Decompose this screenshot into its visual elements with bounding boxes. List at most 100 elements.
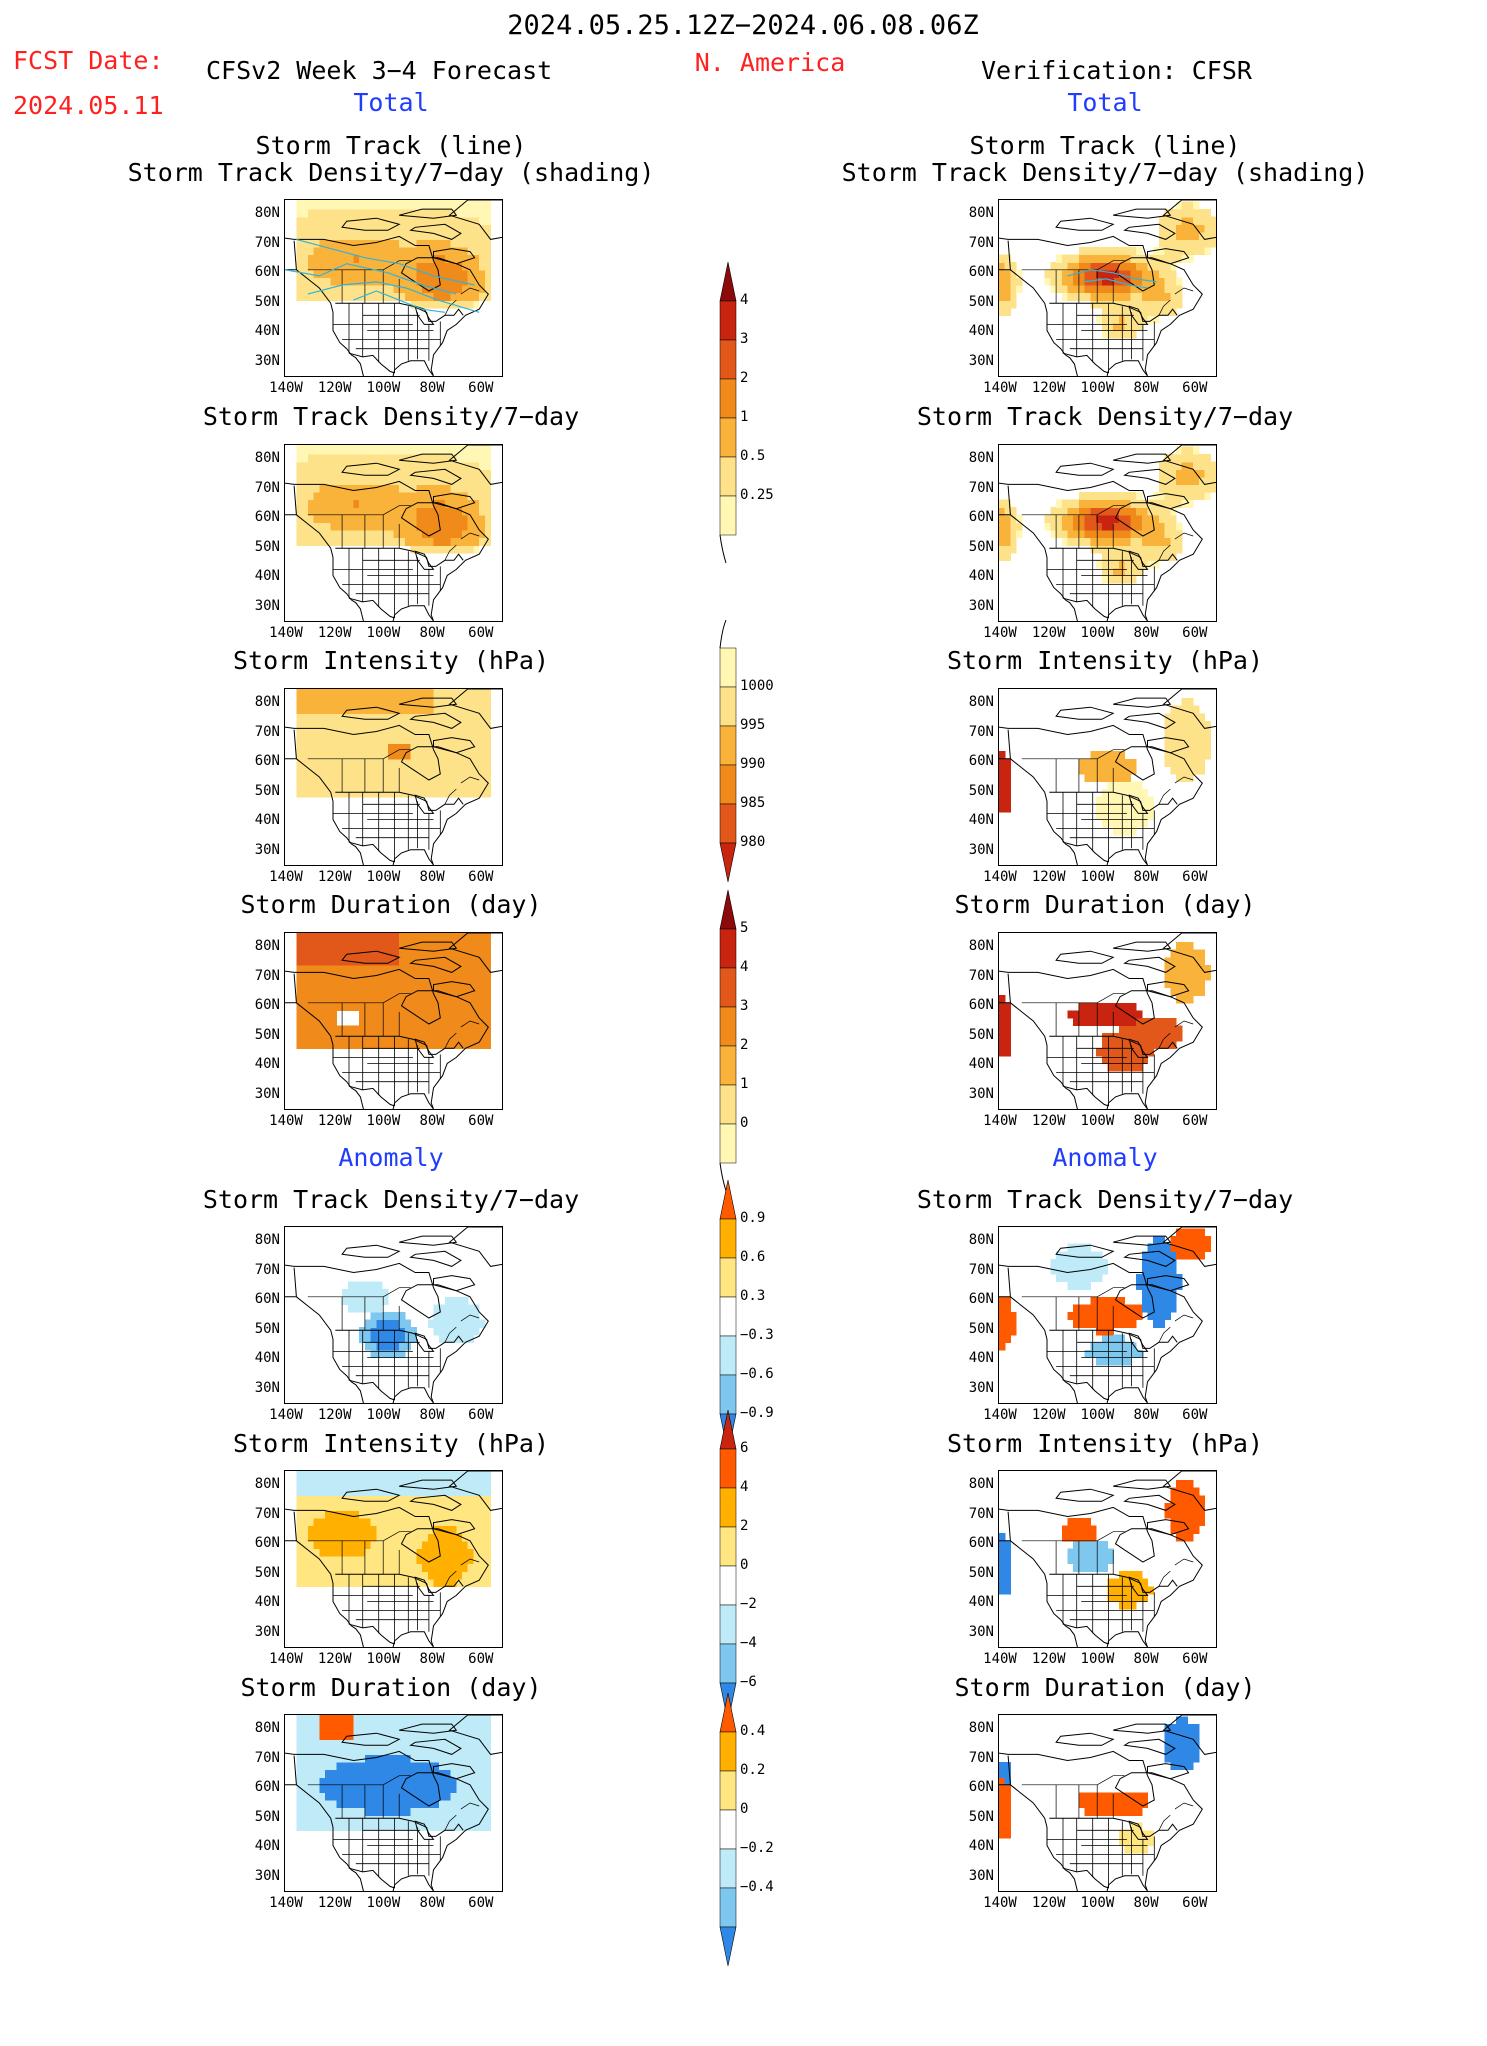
lat-tick-label: 70N <box>960 235 994 251</box>
lat-tick-label: 60N <box>246 1291 280 1307</box>
colorbar-tick-label: 4 <box>740 292 748 308</box>
lat-tick-label: 40N <box>246 1838 280 1854</box>
lat-tick-label: 50N <box>960 783 994 799</box>
lat-tick-label: 40N <box>960 323 994 339</box>
map-svg <box>999 1715 1216 1891</box>
panel-title-track-left: Storm Track (line) Storm Track Density/7… <box>128 133 655 186</box>
total-label-left: Total <box>353 90 428 115</box>
lat-tick-label: 60N <box>246 753 280 769</box>
colorbar-tick-label: 0 <box>740 1115 748 1131</box>
colorbar-tick-label: 3 <box>740 331 748 347</box>
lon-tick-label: 80W <box>1133 1895 1158 1911</box>
panel-title-intensity-right: Storm Intensity (hPa) <box>947 648 1263 675</box>
lon-tick-label: 140W <box>983 1651 1017 1667</box>
lon-tick-label: 140W <box>269 380 303 396</box>
colorbar-tick-label: 2 <box>740 1037 748 1053</box>
map-forecast-track <box>284 199 503 377</box>
lat-tick-label: 60N <box>246 1779 280 1795</box>
map-verification-track <box>998 199 1217 377</box>
colorbar-tick-label: 1 <box>740 409 748 425</box>
lon-tick-label: 100W <box>1081 1895 1115 1911</box>
lat-tick-label: 70N <box>246 1506 280 1522</box>
colorbar-svg <box>720 262 780 615</box>
lat-tick-label: 60N <box>960 1291 994 1307</box>
colorbar-tick-label: 990 <box>740 756 765 772</box>
lon-tick-label: 60W <box>1182 1407 1207 1423</box>
anomaly-label-left: Anomaly <box>338 1145 443 1170</box>
shading-layer <box>342 1282 485 1359</box>
panel-title-density-right: Storm Track Density/7−day <box>917 404 1293 431</box>
map-verification-density-anom <box>998 1226 1217 1404</box>
lat-tick-label: 70N <box>246 968 280 984</box>
lat-tick-label: 40N <box>960 1056 994 1072</box>
lon-tick-label: 140W <box>983 1895 1017 1911</box>
colorbar-tick-label: 995 <box>740 717 765 733</box>
colorbar-tick-label: 0.9 <box>740 1210 765 1226</box>
lat-tick-label: 70N <box>960 724 994 740</box>
lat-tick-label: 50N <box>246 1321 280 1337</box>
model-title: CFSv2 Week 3−4 Forecast <box>206 58 552 83</box>
colorbar-tick-label: −0.6 <box>740 1366 774 1382</box>
lon-tick-label: 140W <box>269 1407 303 1423</box>
lon-tick-label: 80W <box>1133 380 1158 396</box>
lon-tick-label: 80W <box>1133 1113 1158 1129</box>
lat-tick-label: 60N <box>246 509 280 525</box>
lon-tick-label: 100W <box>1081 1113 1115 1129</box>
lon-tick-label: 100W <box>1081 380 1115 396</box>
lon-tick-label: 80W <box>419 1651 444 1667</box>
map-forecast-intensity <box>284 688 503 866</box>
shading-layer <box>296 200 491 308</box>
lon-tick-label: 100W <box>1081 1651 1115 1667</box>
map-forecast-intensity-anom <box>284 1470 503 1648</box>
map-svg <box>285 445 502 621</box>
panel-title-line1: Storm Track (line) <box>128 133 655 160</box>
lon-tick-label: 80W <box>419 1895 444 1911</box>
lon-tick-label: 60W <box>1182 380 1207 396</box>
lat-tick-label: 30N <box>246 598 280 614</box>
lon-tick-label: 80W <box>419 869 444 885</box>
lat-tick-label: 50N <box>246 539 280 555</box>
panel-title-density-left: Storm Track Density/7−day <box>203 404 579 431</box>
map-verification-duration <box>998 932 1217 1110</box>
map-forecast-density <box>284 444 503 622</box>
shading-layer <box>999 1480 1205 1610</box>
lat-tick-label: 80N <box>960 1720 994 1736</box>
lat-tick-label: 50N <box>246 1027 280 1043</box>
lat-tick-label: 60N <box>960 753 994 769</box>
panel-title-line2: Storm Track Density/7−day (shading) <box>842 160 1369 187</box>
lon-tick-label: 60W <box>1182 1895 1207 1911</box>
map-verification-duration-anom <box>998 1714 1217 1892</box>
lat-tick-label: 50N <box>246 1565 280 1581</box>
lat-tick-label: 40N <box>246 812 280 828</box>
colorbar-tick-label: −0.2 <box>740 1840 774 1856</box>
lon-tick-label: 140W <box>983 625 1017 641</box>
lon-tick-label: 140W <box>983 1407 1017 1423</box>
shading-layer <box>296 445 491 553</box>
lat-tick-label: 30N <box>246 1624 280 1640</box>
lon-tick-label: 60W <box>1182 869 1207 885</box>
lon-tick-label: 140W <box>269 869 303 885</box>
map-forecast-density-anom <box>284 1226 503 1404</box>
lat-tick-label: 80N <box>246 1232 280 1248</box>
lon-tick-label: 120W <box>318 1651 352 1667</box>
lon-tick-label: 120W <box>1032 1407 1066 1423</box>
lon-tick-label: 100W <box>367 1651 401 1667</box>
map-forecast-duration-anom <box>284 1714 503 1892</box>
colorbar-svg <box>720 1693 780 2046</box>
lat-tick-label: 70N <box>960 480 994 496</box>
panel-title-line1: Storm Track (line) <box>842 133 1369 160</box>
lat-tick-label: 70N <box>246 480 280 496</box>
lat-tick-label: 40N <box>246 1350 280 1366</box>
lat-tick-label: 70N <box>246 724 280 740</box>
lat-tick-label: 30N <box>960 842 994 858</box>
lon-tick-label: 80W <box>1133 625 1158 641</box>
map-svg <box>285 1471 502 1647</box>
lon-tick-label: 80W <box>419 1407 444 1423</box>
map-svg <box>285 1227 502 1403</box>
colorbar-tick-label: 2 <box>740 370 748 386</box>
lat-tick-label: 40N <box>960 568 994 584</box>
lon-tick-label: 140W <box>983 380 1017 396</box>
lon-tick-label: 60W <box>468 380 493 396</box>
lat-tick-label: 70N <box>246 1262 280 1278</box>
lon-tick-label: 60W <box>468 869 493 885</box>
